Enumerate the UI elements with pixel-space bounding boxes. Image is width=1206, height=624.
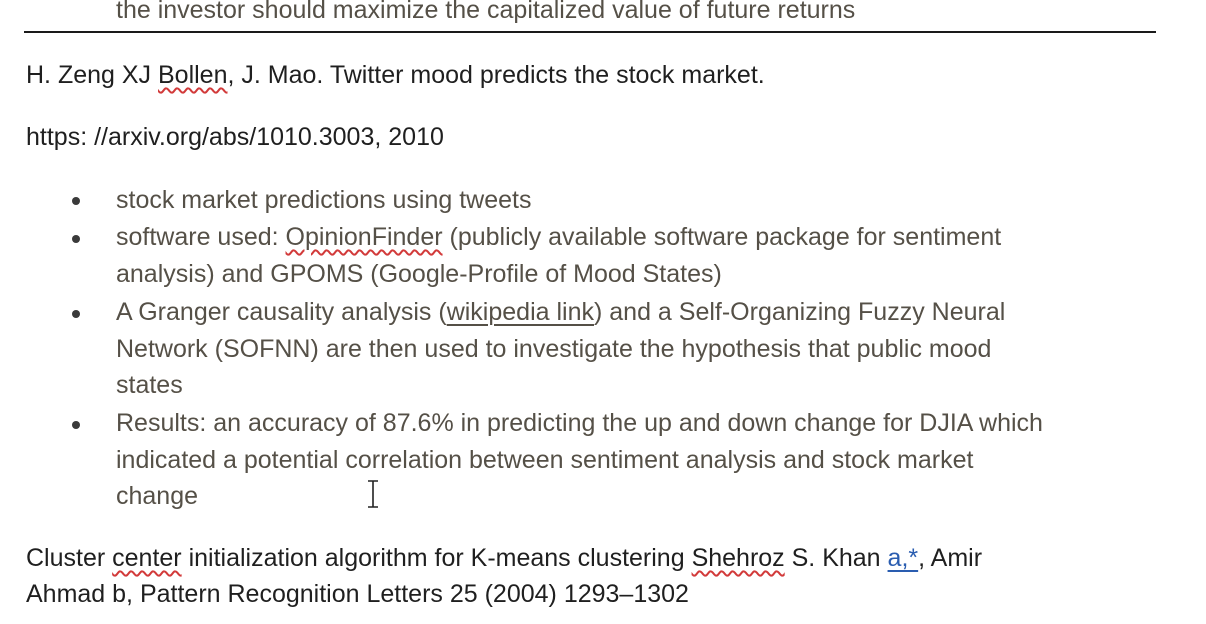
authors-text: H. Zeng XJ [26, 61, 158, 89]
reference-citation-2-line-1: Cluster center initialization algorithm … [26, 540, 982, 576]
bullet-marker [72, 310, 80, 318]
bullet-item-3-line-2: Network (SOFNN) are then used to investi… [116, 335, 992, 363]
affiliation-link[interactable]: a,* [887, 544, 919, 572]
reference-citation-1: H. Zeng XJ Bollen, J. Mao. Twitter mood … [26, 57, 765, 93]
bullet-text: software used: [116, 223, 286, 251]
citation-text: , Amir [918, 544, 983, 572]
horizontal-rule [24, 31, 1156, 33]
misspelled-word[interactable]: Bollen [158, 61, 228, 89]
misspelled-word[interactable]: OpinionFinder [285, 223, 443, 251]
bullet-item-3-line-1: A Granger causality analysis (wikipedia … [116, 294, 1005, 330]
misspelled-word[interactable]: center [112, 544, 182, 572]
citation-text: initialization algorithm for K-means clu… [181, 544, 692, 572]
bullet-item-2-line-2: analysis) and GPOMS (Google-Profile of M… [116, 260, 722, 288]
title-text: , J. Mao. Twitter mood predicts the stoc… [227, 61, 765, 89]
bullet-text: A Granger causality analysis ( [116, 298, 447, 326]
bullet-text: (publicly available software package for… [442, 223, 1002, 251]
bullet-item-4-line-2: indicated a potential correlation betwee… [116, 446, 974, 474]
bullet-item-2-line-1: software used: OpinionFinder (publicly a… [116, 219, 1001, 255]
bullet-text: ) and a Self-Organizing Fuzzy Neural [594, 298, 1006, 326]
bullet-item-3-line-3: states [116, 371, 183, 399]
bullet-item-4-line-1: Results: an accuracy of 87.6% in predict… [116, 409, 1043, 437]
citation-text: Cluster [26, 544, 113, 572]
reference-url: https: //arxiv.org/abs/1010.3003, 2010 [26, 123, 444, 151]
bullet-marker [72, 197, 80, 205]
reference-citation-2-line-2: Ahmad b, Pattern Recognition Letters 25 … [26, 580, 689, 608]
bullet-marker [72, 235, 80, 243]
misspelled-word[interactable]: Shehroz [691, 544, 785, 572]
text-cursor-icon [368, 480, 378, 508]
bullet-item-4-line-3: change [116, 482, 199, 510]
previous-bullet-text: the investor should maximize the capital… [116, 0, 856, 24]
citation-text: S. Khan [784, 544, 888, 572]
bullet-item-1: stock market predictions using tweets [116, 186, 532, 214]
wikipedia-link[interactable]: wikipedia link [446, 298, 594, 326]
bullet-marker [72, 421, 80, 429]
